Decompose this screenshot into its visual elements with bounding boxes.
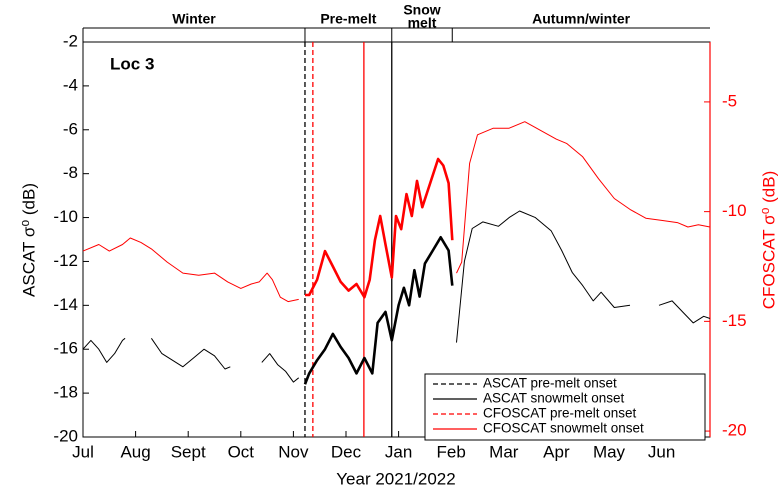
phase-label: Snow xyxy=(403,2,440,18)
x-tick-label: Jan xyxy=(385,442,412,461)
series-line xyxy=(456,121,711,274)
series-line xyxy=(658,300,711,324)
phase-label: Autumn/winter xyxy=(532,11,631,27)
x-tick-label: Oct xyxy=(228,442,255,461)
y-tick-label: -16 xyxy=(53,339,78,358)
x-tick-label: Dec xyxy=(331,442,362,461)
y-tick-label: -14 xyxy=(53,295,78,314)
legend-label: ASCAT snowmelt onset xyxy=(483,391,625,406)
y-tick-label: -6 xyxy=(63,119,78,138)
series-line xyxy=(456,210,631,343)
y-tick-label: -18 xyxy=(53,383,78,402)
legend-label: CFOSCAT pre-melt onset xyxy=(483,406,637,421)
x-tick-label: Jun xyxy=(648,442,675,461)
x-axis-title: Year 2021/2022 xyxy=(336,469,455,488)
y-tick-label: -12 xyxy=(53,251,78,270)
y-tick-label: -2 xyxy=(63,31,78,50)
x-tick-label: Apr xyxy=(543,442,570,461)
phase-label: Winter xyxy=(172,11,216,27)
y2-tick-label: -20 xyxy=(722,421,747,440)
series-line xyxy=(261,353,300,383)
y-tick-label: -8 xyxy=(63,163,78,182)
y-axis-title: ASCAT σ⁰ (dB) xyxy=(19,183,38,297)
y-tick-label: -4 xyxy=(63,75,78,94)
y2-tick-label: -5 xyxy=(722,91,737,110)
y-tick-label: -10 xyxy=(53,207,78,226)
series-line xyxy=(305,157,454,299)
series-line xyxy=(82,237,299,303)
y2-tick-label: -10 xyxy=(722,201,747,220)
series-line xyxy=(82,337,126,363)
x-tick-label: Jul xyxy=(72,442,94,461)
series-line xyxy=(150,338,231,370)
x-tick-label: Sept xyxy=(171,442,206,461)
y-tick-label: -20 xyxy=(53,426,78,445)
annotation: Loc 3 xyxy=(110,54,154,73)
legend-label: ASCAT pre-melt onset xyxy=(483,376,617,391)
x-tick-label: Mar xyxy=(489,442,519,461)
phase-label: Pre-melt xyxy=(320,11,376,27)
y2-axis-title: CFOSCAT σ⁰ (dB) xyxy=(759,171,778,310)
series-line xyxy=(303,236,454,385)
x-tick-label: Nov xyxy=(278,442,309,461)
x-tick-label: Feb xyxy=(437,442,466,461)
y2-tick-label: -15 xyxy=(722,311,747,330)
x-tick-label: May xyxy=(593,442,626,461)
x-tick-label: Aug xyxy=(120,442,150,461)
legend-label: CFOSCAT snowmelt onset xyxy=(483,421,644,436)
phase-label: melt xyxy=(408,15,437,31)
